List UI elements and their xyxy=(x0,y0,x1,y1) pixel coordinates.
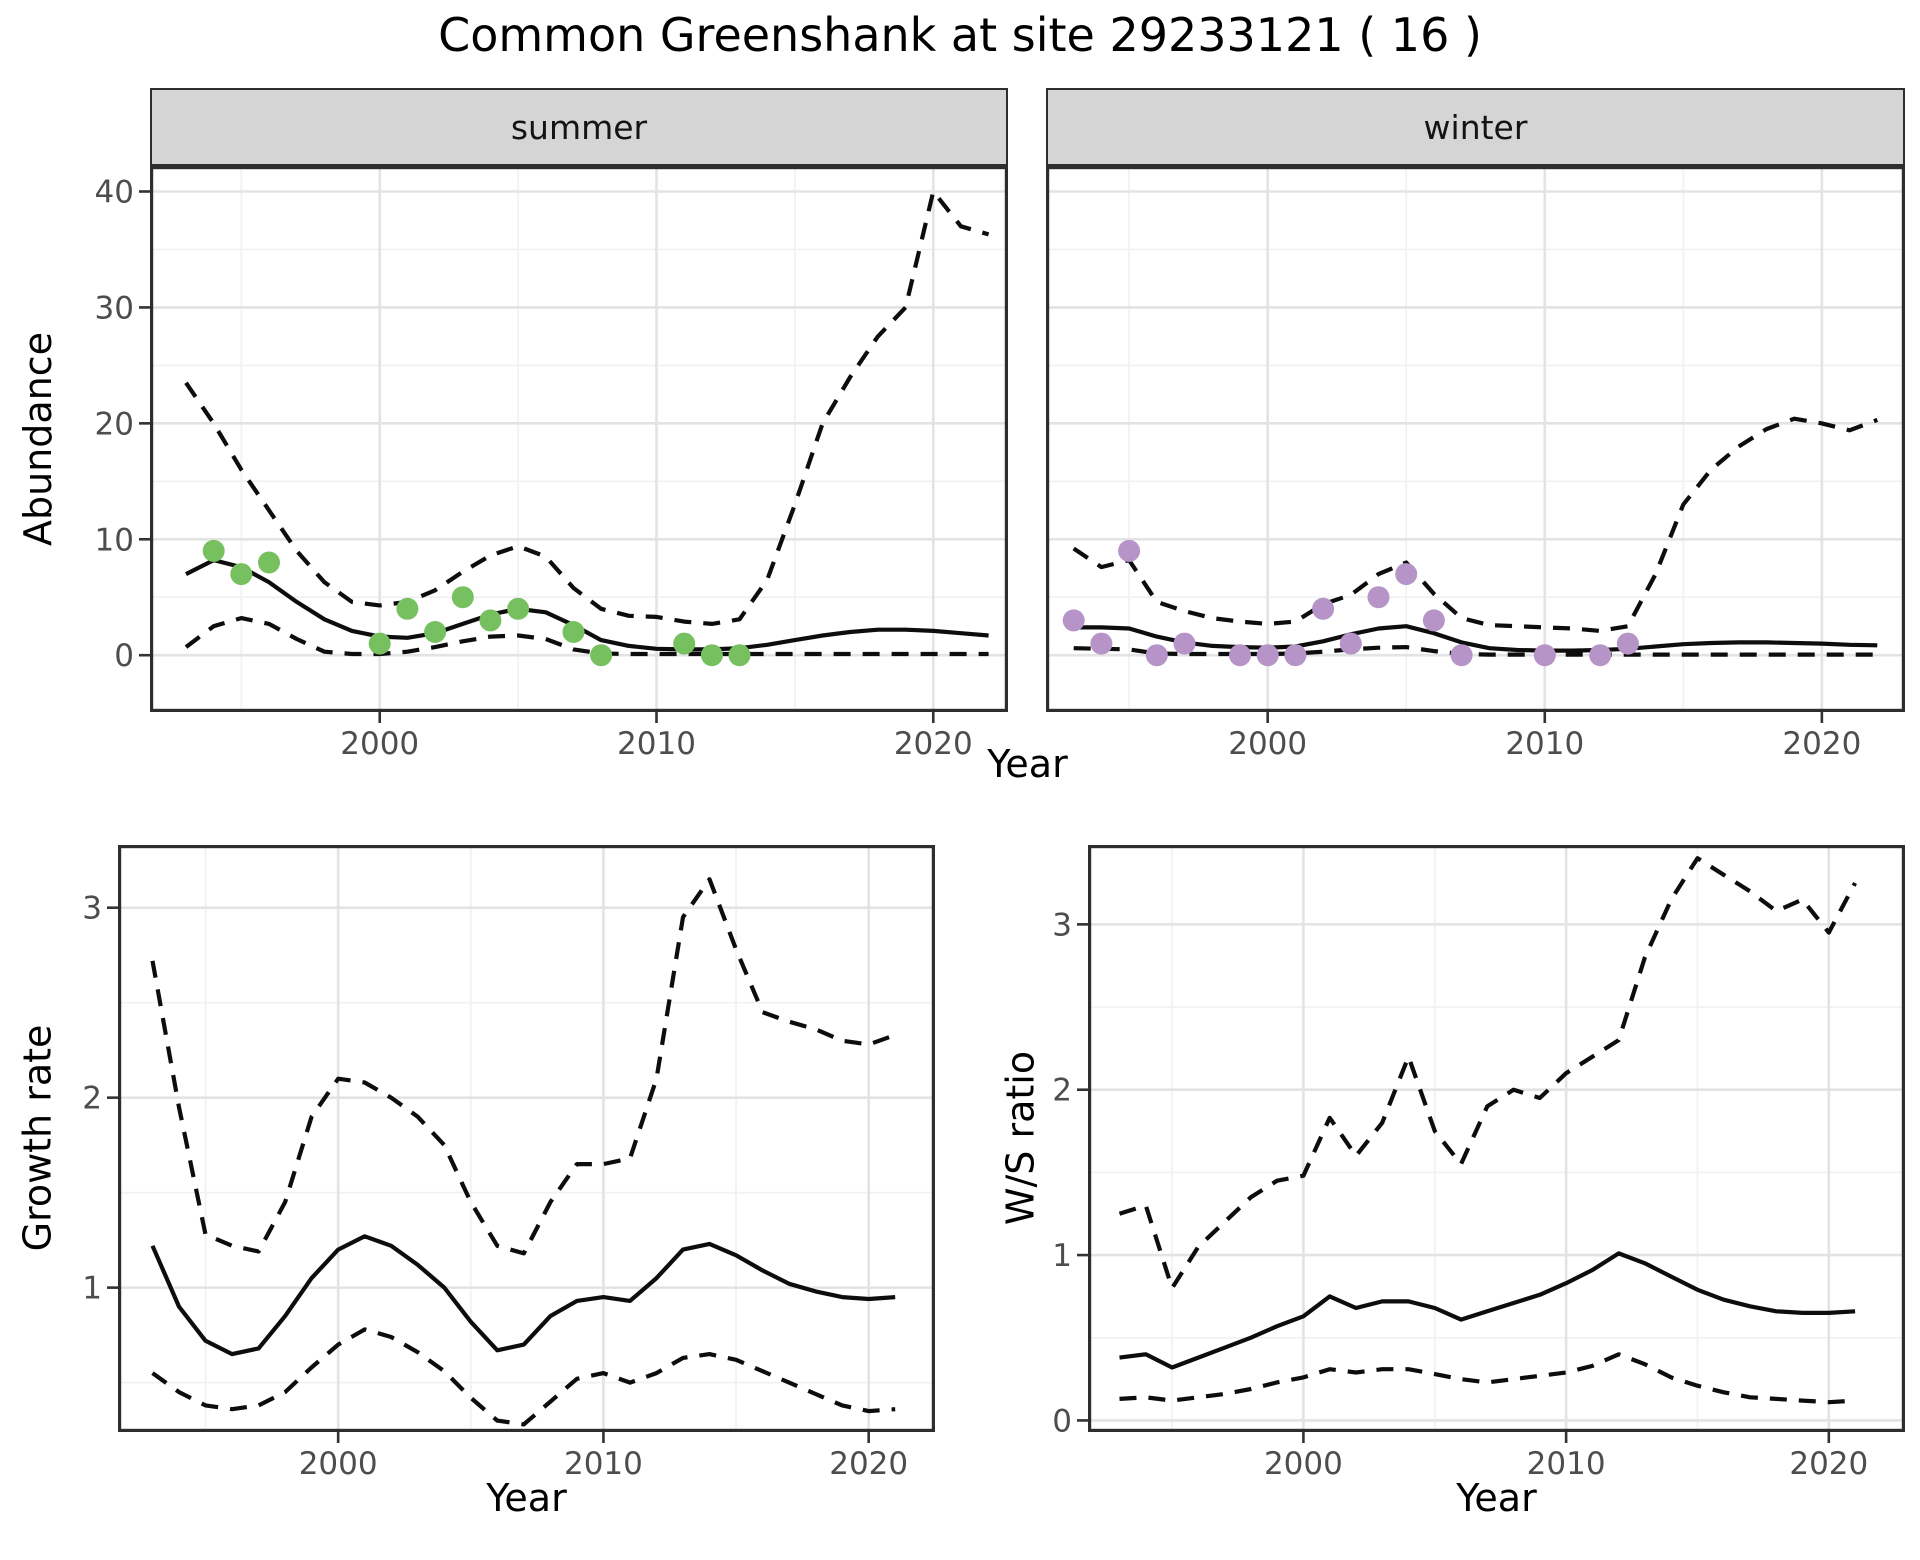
observation-point xyxy=(424,621,447,643)
upper-ci-line xyxy=(1072,416,1879,633)
y-axis-title-abundance: Abundance xyxy=(16,331,60,547)
x-tick-label: 2000 xyxy=(1228,726,1307,762)
observation-point xyxy=(1145,644,1168,667)
x-tick-label: 2010 xyxy=(564,1446,643,1482)
observation-point xyxy=(1173,632,1196,655)
x-tick-label: 2020 xyxy=(894,726,973,762)
observation-point xyxy=(1118,539,1141,562)
observation-point xyxy=(673,632,696,655)
y-tick-label: 2 xyxy=(82,1081,102,1117)
observation-point xyxy=(1256,644,1279,667)
observation-point xyxy=(1450,644,1473,667)
observation-point xyxy=(1312,597,1335,620)
observation-point xyxy=(258,551,280,574)
y-tick-label: 3 xyxy=(82,891,102,927)
x-tick-label: 2010 xyxy=(1505,726,1584,762)
y-tick-label: 1 xyxy=(82,1271,102,1307)
observation-point xyxy=(1284,644,1307,667)
y-tick-label: 2 xyxy=(1052,1073,1072,1109)
observation-point xyxy=(1090,632,1113,655)
ws-ratio-panel: 2000 2010 2020 0 1 2 3 xyxy=(1052,845,1905,1482)
y-tick-label: 0 xyxy=(1052,1403,1072,1439)
panel-border xyxy=(1046,166,1905,712)
observation-point xyxy=(368,632,391,655)
abundance-winter-panel: 2000 2010 2020 xyxy=(1046,166,1905,762)
upper-ci-line xyxy=(150,877,896,1256)
observation-point xyxy=(562,621,585,643)
x-tick-label: 2010 xyxy=(1527,1446,1606,1482)
y-axis-title-ws-ratio: W/S ratio xyxy=(998,1050,1043,1226)
observation-point xyxy=(1589,644,1612,667)
x-tick-label: 2020 xyxy=(1782,726,1861,762)
observation-point xyxy=(396,597,419,620)
y-axis-title-growth-rate: Growth rate xyxy=(15,1024,60,1252)
lower-ci-line xyxy=(1073,645,1878,657)
lower-ci-line xyxy=(1119,1352,1856,1405)
observation-point xyxy=(451,586,474,609)
panel-border xyxy=(150,166,1008,712)
y-tick-label: 30 xyxy=(95,290,134,326)
observation-point xyxy=(700,644,723,667)
panel-border xyxy=(1088,845,1905,1432)
fit-line xyxy=(185,558,989,652)
upper-ci-line xyxy=(184,189,990,626)
observation-point xyxy=(1422,609,1445,632)
panel-border xyxy=(118,845,935,1432)
x-tick-label: 2000 xyxy=(299,1446,378,1482)
lower-ci-line xyxy=(151,1327,896,1427)
observation-point xyxy=(1395,563,1418,586)
observation-point xyxy=(728,644,751,667)
x-axis-title-year-growth: Year xyxy=(486,1476,567,1520)
page-title: Common Greenshank at site 29233121 ( 16 … xyxy=(438,8,1482,62)
x-tick-label: 2010 xyxy=(617,726,696,762)
facet-strip-winter: winter xyxy=(1046,88,1905,166)
y-tick-label: 40 xyxy=(95,175,134,211)
observation-point xyxy=(1339,632,1362,655)
y-tick-label: 20 xyxy=(95,406,134,442)
observation-point xyxy=(479,609,502,632)
x-axis-title-year-ws: Year xyxy=(1456,1476,1537,1520)
fit-line xyxy=(150,1234,896,1357)
facet-strip-winter-label: winter xyxy=(1423,107,1528,147)
fit-line xyxy=(1073,624,1878,653)
y-tick-label: 10 xyxy=(95,522,134,558)
x-tick-label: 2020 xyxy=(829,1446,908,1482)
observation-point xyxy=(507,597,530,620)
fit-line xyxy=(1119,1251,1856,1370)
observation-point xyxy=(1367,586,1390,609)
facet-strip-summer-label: summer xyxy=(510,107,648,147)
observation-point xyxy=(590,644,613,667)
x-axis-title-year-top: Year xyxy=(987,742,1068,786)
y-tick-label: 1 xyxy=(1052,1238,1072,1274)
observation-point xyxy=(1533,644,1556,667)
observation-point xyxy=(1229,644,1251,667)
y-tick-label: 0 xyxy=(114,638,134,674)
facet-strip-summer: summer xyxy=(150,88,1008,166)
x-tick-label: 2000 xyxy=(340,726,419,762)
observation-point xyxy=(202,539,225,562)
abundance-summer-panel: 2000 2010 2020 0 10 20 30 40 xyxy=(95,166,1008,762)
observation-point xyxy=(1062,609,1085,632)
upper-ci-line xyxy=(1118,856,1857,1291)
growth-rate-panel: 2000 2010 2020 1 2 3 xyxy=(82,845,935,1482)
observation-point xyxy=(230,563,253,586)
lower-ci-line xyxy=(184,616,989,657)
x-tick-label: 2020 xyxy=(1789,1446,1868,1482)
observation-point xyxy=(1616,632,1639,655)
x-tick-label: 2000 xyxy=(1264,1446,1343,1482)
y-tick-label: 3 xyxy=(1052,907,1072,943)
